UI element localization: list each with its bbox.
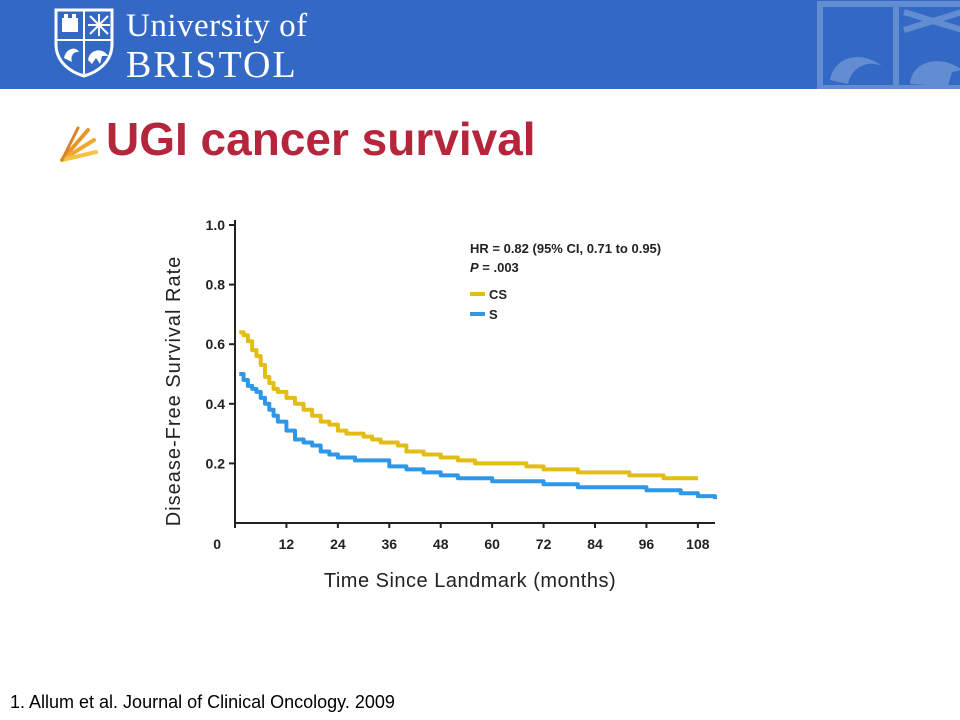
x-tick-label: 0 [213,536,221,552]
chart-axes [234,220,715,524]
series-line-s [239,372,717,500]
p-value-number: = .003 [479,260,519,275]
p-value-label: P [470,260,479,275]
university-logo-text: University of BRISTOL [126,8,308,86]
fan-bullet-icon [60,126,98,162]
x-tick-label: 108 [686,536,710,552]
x-axis-title: Time Since Landmark (months) [324,570,616,592]
x-tick-label: 84 [587,536,603,552]
x-tick-label: 60 [484,536,500,552]
legend-label-cs: CS [489,287,507,302]
x-tick-label: 24 [330,536,346,552]
header-bar: University of BRISTOL [0,0,960,89]
series-line-cs [239,330,698,481]
hazard-ratio-annotation: HR = 0.82 (95% CI, 0.71 to 0.95) [470,241,661,256]
legend-label-s: S [489,307,498,322]
x-tick-label: 72 [536,536,552,552]
x-tick-label: 12 [279,536,295,552]
crest-watermark-icon [817,1,960,89]
y-tick-label: 0.4 [206,396,226,412]
y-tick-label: 0.6 [206,336,226,352]
y-tick-label: 0.2 [206,455,226,471]
p-value-annotation: P = .003 [470,260,519,275]
y-tick-label: 0.8 [206,277,226,293]
university-name-line1: University of [126,8,308,44]
university-name-line2: BRISTOL [126,44,298,86]
y-tick-label: 1.0 [206,217,226,233]
y-axis-title: Disease-Free Survival Rate [163,256,185,527]
citation-footnote: 1. Allum et al. Journal of Clinical Onco… [10,692,395,712]
university-crest-icon [54,8,114,78]
x-tick-label: 48 [433,536,449,552]
x-tick-label: 36 [381,536,397,552]
slide-title: UGI cancer survival [106,113,536,165]
survival-chart: 1.00.80.60.40.20 12 24 36 48 60 72 84 96 108 CSS … [163,217,717,592]
x-tick-label: 96 [639,536,655,552]
